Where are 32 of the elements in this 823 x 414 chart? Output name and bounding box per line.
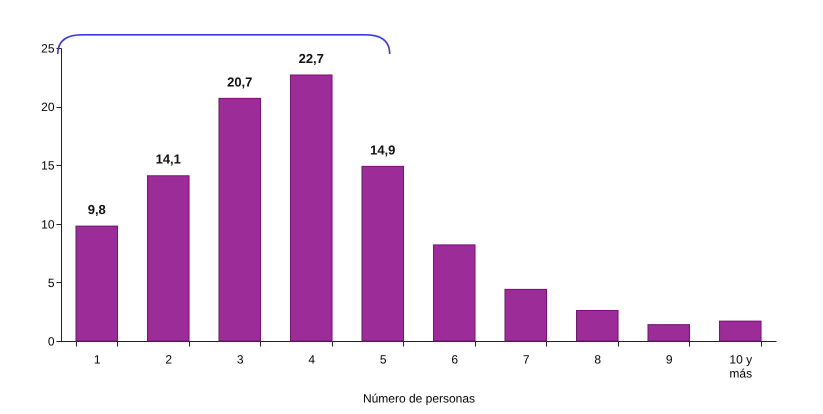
bar xyxy=(719,320,762,342)
data-label: 20,7 xyxy=(227,74,252,90)
y-tick-label: 5 xyxy=(48,276,55,290)
y-tick-label: 15 xyxy=(41,158,55,173)
bar xyxy=(433,244,476,342)
data-label: 9,8 xyxy=(88,202,106,218)
y-tick-label: 25 xyxy=(41,42,55,56)
x-tick-label: 6 xyxy=(451,352,458,366)
x-tick-label: 7 xyxy=(522,352,530,366)
x-axis-title: Número de personas xyxy=(362,392,476,406)
x-tick-label: 8 xyxy=(594,352,602,366)
x-tick-label: 2 xyxy=(165,352,172,366)
y-tick-label: 20 xyxy=(41,100,55,114)
bar xyxy=(576,310,618,342)
y-tick-label: 10 xyxy=(41,217,55,232)
data-label: 14,9 xyxy=(370,142,396,158)
bar xyxy=(648,324,690,342)
y-tick-label: 0 xyxy=(48,334,55,348)
bar xyxy=(147,175,190,342)
x-tick-label: 1 xyxy=(94,352,101,366)
data-label: 14,1 xyxy=(156,152,181,167)
x-tick-label: 5 xyxy=(380,352,387,366)
x-tick-label: 9 xyxy=(666,352,673,366)
data-label: 22,7 xyxy=(298,50,324,66)
x-tick-label: 10 y más xyxy=(729,352,752,380)
bar xyxy=(362,166,404,342)
bar xyxy=(504,288,547,342)
bar xyxy=(218,98,261,342)
bar xyxy=(76,226,118,342)
bar xyxy=(290,74,332,342)
x-tick-label: 3 xyxy=(236,352,244,366)
x-tick-label: 4 xyxy=(308,352,316,366)
